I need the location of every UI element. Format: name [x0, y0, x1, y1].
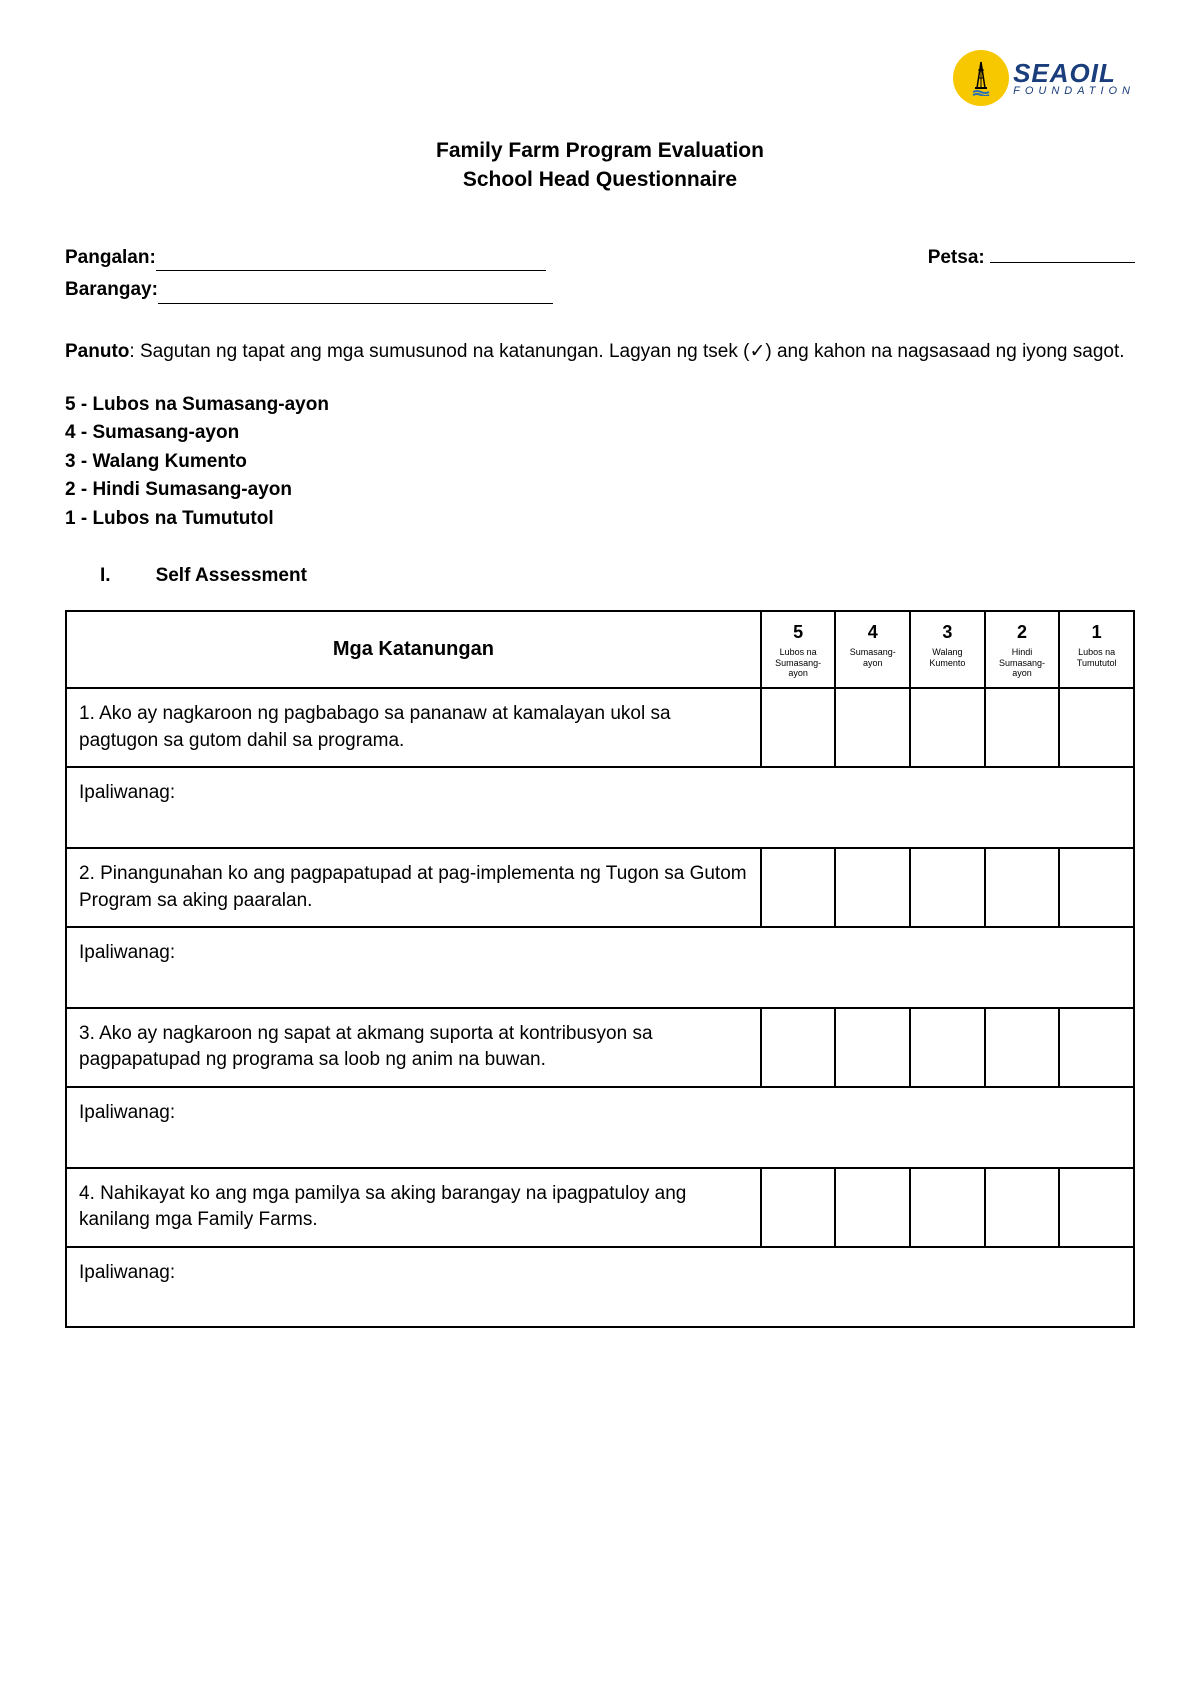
title-block: Family Farm Program Evaluation School He… [65, 136, 1135, 195]
rating-checkbox[interactable] [910, 848, 985, 927]
barangay-label: Barangay: [65, 277, 158, 304]
petsa-input-line[interactable] [990, 262, 1135, 263]
rating-header-1: 1 Lubos na Tumututol [1059, 611, 1134, 689]
question-cell-1: 1. Ako ay nagkaroon ng pagbabago sa pana… [66, 688, 761, 767]
panuto-block: Panuto: Sagutan ng tapat ang mga sumusun… [65, 339, 1135, 366]
rating-checkbox[interactable] [835, 848, 910, 927]
petsa-field: Petsa: [928, 245, 1135, 272]
info-row-2: Barangay: [65, 277, 1135, 304]
seaoil-logo: SEAOIL FOUNDATION [953, 50, 1135, 106]
rating-checkbox[interactable] [1059, 1008, 1134, 1087]
table-row: Ipaliwanag: [66, 767, 1134, 848]
rating-checkbox[interactable] [985, 1008, 1060, 1087]
rating-header-5: 5 Lubos na Sumasang-ayon [761, 611, 836, 689]
rating-checkbox[interactable] [985, 848, 1060, 927]
rating-label: Lubos na Tumututol [1064, 647, 1129, 669]
table-row: 2. Pinangunahan ko ang pagpapatupad at p… [66, 848, 1134, 927]
explain-cell-3[interactable]: Ipaliwanag: [66, 1087, 1134, 1168]
rating-checkbox[interactable] [835, 688, 910, 767]
barangay-field: Barangay: [65, 277, 553, 304]
title-line-2: School Head Questionnaire [65, 165, 1135, 194]
rating-label: Walang Kumento [915, 647, 980, 669]
logo-circle-icon [953, 50, 1009, 106]
scale-item-1: 1 - Lubos na Tumututol [65, 505, 1135, 534]
scale-item-4: 4 - Sumasang-ayon [65, 419, 1135, 448]
panuto-label: Panuto [65, 341, 129, 362]
rating-num: 3 [915, 620, 980, 645]
table-row: Ipaliwanag: [66, 1087, 1134, 1168]
rating-checkbox[interactable] [985, 688, 1060, 767]
rating-label: Sumasang-ayon [840, 647, 905, 669]
rating-checkbox[interactable] [910, 1008, 985, 1087]
section-header: I. Self Assessment [100, 563, 1135, 590]
pangalan-field: Pangalan: [65, 245, 546, 272]
question-cell-4: 4. Nahikayat ko ang mga pamilya sa aking… [66, 1168, 761, 1247]
table-row: 1. Ako ay nagkaroon ng pagbabago sa pana… [66, 688, 1134, 767]
logo-text: SEAOIL FOUNDATION [1013, 60, 1135, 97]
table-header-row: Mga Katanungan 5 Lubos na Sumasang-ayon … [66, 611, 1134, 689]
scale-item-2: 2 - Hindi Sumasang-ayon [65, 476, 1135, 505]
rating-checkbox[interactable] [1059, 1168, 1134, 1247]
rating-checkbox[interactable] [910, 688, 985, 767]
question-cell-3: 3. Ako ay nagkaroon ng sapat at akmang s… [66, 1008, 761, 1087]
rating-header-4: 4 Sumasang-ayon [835, 611, 910, 689]
explain-cell-2[interactable]: Ipaliwanag: [66, 927, 1134, 1008]
rating-num: 2 [990, 620, 1055, 645]
info-row-1: Pangalan: Petsa: [65, 245, 1135, 272]
rating-num: 4 [840, 620, 905, 645]
logo-container: SEAOIL FOUNDATION [65, 50, 1135, 106]
pangalan-input-line[interactable] [156, 245, 546, 272]
scale-item-3: 3 - Walang Kumento [65, 448, 1135, 477]
rating-checkbox[interactable] [910, 1168, 985, 1247]
petsa-label: Petsa: [928, 247, 990, 268]
rating-label: Hindi Sumasang-ayon [990, 647, 1055, 679]
question-cell-2: 2. Pinangunahan ko ang pagpapatupad at p… [66, 848, 761, 927]
question-header: Mga Katanungan [66, 611, 761, 689]
scale-item-5: 5 - Lubos na Sumasang-ayon [65, 391, 1135, 420]
table-row: Ipaliwanag: [66, 927, 1134, 1008]
rating-checkbox[interactable] [761, 848, 836, 927]
scale-list: 5 - Lubos na Sumasang-ayon 4 - Sumasang-… [65, 391, 1135, 534]
rating-checkbox[interactable] [761, 1168, 836, 1247]
rating-checkbox[interactable] [1059, 688, 1134, 767]
logo-brand-text: SEAOIL [1013, 60, 1135, 86]
rating-checkbox[interactable] [761, 1008, 836, 1087]
panuto-text: : Sagutan ng tapat ang mga sumusunod na … [129, 341, 1124, 362]
rating-label: Lubos na Sumasang-ayon [766, 647, 831, 679]
rating-checkbox[interactable] [835, 1168, 910, 1247]
rating-num: 1 [1064, 620, 1129, 645]
section-title: Self Assessment [156, 563, 307, 590]
pangalan-label: Pangalan: [65, 245, 156, 272]
rating-checkbox[interactable] [835, 1008, 910, 1087]
table-row: 3. Ako ay nagkaroon ng sapat at akmang s… [66, 1008, 1134, 1087]
logo-sub-text: FOUNDATION [1013, 86, 1135, 97]
title-line-1: Family Farm Program Evaluation [65, 136, 1135, 165]
barangay-input-line[interactable] [158, 277, 553, 304]
rating-checkbox[interactable] [985, 1168, 1060, 1247]
rating-header-2: 2 Hindi Sumasang-ayon [985, 611, 1060, 689]
oil-rig-icon [971, 60, 991, 96]
rating-checkbox[interactable] [1059, 848, 1134, 927]
rating-checkbox[interactable] [761, 688, 836, 767]
table-row: 4. Nahikayat ko ang mga pamilya sa aking… [66, 1168, 1134, 1247]
rating-num: 5 [766, 620, 831, 645]
table-row: Ipaliwanag: [66, 1247, 1134, 1328]
section-number: I. [100, 563, 111, 590]
explain-cell-1[interactable]: Ipaliwanag: [66, 767, 1134, 848]
questionnaire-table: Mga Katanungan 5 Lubos na Sumasang-ayon … [65, 610, 1135, 1329]
rating-header-3: 3 Walang Kumento [910, 611, 985, 689]
explain-cell-4[interactable]: Ipaliwanag: [66, 1247, 1134, 1328]
